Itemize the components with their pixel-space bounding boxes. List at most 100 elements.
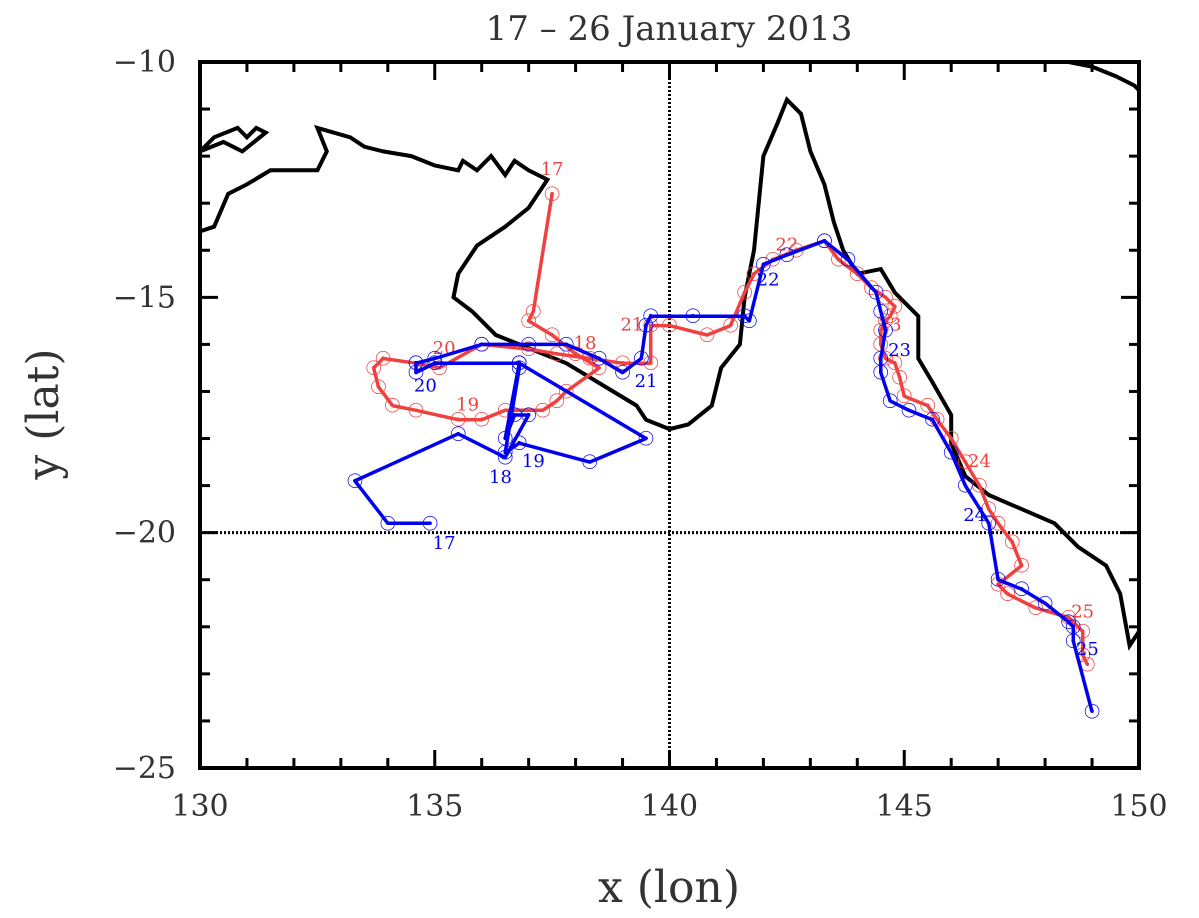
day-label-blue: 18 [489,467,512,488]
day-label-blue: 22 [757,270,780,291]
series-marker-blue: ☉ [1083,700,1101,724]
x-axis-label: x (lon) [598,862,740,913]
series-marker-red: ☉ [895,384,913,408]
series-marker-blue: ☉ [510,351,528,375]
series-marker-blue: ☉ [942,441,960,465]
series-marker-red: ☉ [1003,530,1021,554]
series-marker-blue: ☉ [923,408,941,432]
series-marker-blue: ☉ [1036,591,1054,615]
series-marker-blue: ☉ [506,403,524,427]
series-marker-blue: ☉ [557,332,575,356]
series-marker-blue: ☉ [614,361,632,385]
day-label-red: 25 [1071,601,1094,622]
y-tick-label: −20 [113,516,176,551]
series-marker-red: ☉ [534,398,552,422]
series-marker-red: ☉ [999,582,1017,606]
series-marker-blue: ☉ [872,361,890,385]
series-marker-blue: ☉ [510,356,528,380]
day-label-red: 17 [541,159,564,180]
series-marker-blue: ☉ [839,248,857,272]
series-marker-red: ☉ [1013,554,1031,578]
series-marker-blue: ☉ [872,299,890,323]
y-tick-label: −15 [113,280,176,315]
day-label-blue: 19 [522,451,545,472]
series-marker-red: ☉ [369,375,387,399]
series-marker-red: ☉ [956,450,974,474]
series-marker-blue: ☉ [740,309,758,333]
chart-title: 17 – 26 January 2013 [486,9,853,49]
series-marker-red: ☉ [1074,620,1092,644]
series-marker-blue: ☉ [379,511,397,535]
series-marker-blue: ☉ [496,445,514,469]
series-marker-red: ☉ [698,323,716,347]
series-marker-red: ☉ [365,356,383,380]
series-marker-blue: ☉ [877,318,895,342]
coastline-segment-0 [198,125,270,154]
plot-area: ☉☉☉☉☉☉☉☉☉☉☉☉☉☉☉☉☉ ☉ ☉☉ ☉ ☉ ☉ ☉ ☉☉ ☉ ☉ ☉☉☉☉ ☉ ☉☉☉☉☉☉☉… [113,45,1168,824]
series-marker-red: ☉ [919,394,937,418]
series-marker-blue: ☉ [496,441,514,465]
series-marker-blue: ☉ [881,389,899,413]
series-marker-red: ☉ [989,572,1007,596]
series-marker-red: ☉ [520,309,538,333]
series-marker-blue: ☉ [872,347,890,371]
series-marker-blue: ☉ [867,281,885,305]
series-marker-red: ☉ [524,299,542,323]
series-marker-blue: ☉ [778,243,796,267]
series-marker-blue: ☉ [754,252,772,276]
series-marker-red: ☉ [642,351,660,375]
series-marker-blue: ☉ [736,304,754,328]
series-marker-blue: ☉ [989,568,1007,592]
series-marker-blue: ☉ [346,469,364,493]
series-line-blue [353,239,1094,712]
y-tick-label: −10 [113,45,176,80]
day-label-red: 22 [775,234,798,255]
series-marker-red: ☉ [891,365,909,389]
series-marker-red: ☉ [877,285,895,309]
x-tick-label: 135 [406,789,463,824]
series-marker-red: ☉ [928,408,946,432]
series-marker-blue: ☉ [590,347,608,371]
series-marker-blue: ☉ [1064,629,1082,653]
x-tick-label: 150 [1110,789,1167,824]
series-marker-blue: ☉ [581,450,599,474]
day-label-blue: 23 [888,340,911,361]
day-label-blue: 21 [635,371,658,392]
series-marker-blue: ☉ [407,361,425,385]
series-marker-red: ☉ [384,394,402,418]
series-marker-red: ☉ [970,474,988,498]
series-marker-blue: ☉ [956,474,974,498]
day-label-red: 24 [968,451,991,472]
series-marker-blue: ☉ [426,351,444,375]
series-marker-red: ☉ [989,511,1007,535]
series-marker-red: ☉ [661,314,679,338]
series-marker-red: ☉ [449,408,467,432]
series-marker-red: ☉ [407,398,425,422]
series-marker-red: ☉ [548,342,566,366]
series-marker-red: ☉ [736,281,754,305]
series-marker-red: ☉ [543,182,561,206]
series-marker-red: ☉ [473,408,491,432]
day-label-blue: 24 [963,505,986,526]
series-marker-blue: ☉ [815,229,833,253]
series-marker-red: ☉ [886,295,904,319]
series-marker-red: ☉ [543,323,561,347]
series-marker-blue: ☉ [510,431,528,455]
series-marker-red: ☉ [374,347,392,371]
series-marker-blue: ☉ [1064,615,1082,639]
series-marker-blue: ☉ [510,351,528,375]
series-marker-blue: ☉ [900,398,918,422]
series-marker-blue: ☉ [637,314,655,338]
x-tick-label: 140 [641,789,698,824]
series-marker-blue: ☉ [426,347,444,371]
series-marker-blue: ☉ [632,347,650,371]
y-axis-label: y (lat) [18,348,69,480]
series-marker-blue: ☉ [684,304,702,328]
day-label-red: 19 [456,394,479,415]
series-marker-red: ☉ [1060,605,1078,629]
series-marker-blue: ☉ [520,332,538,356]
day-label-red: 21 [620,314,643,335]
series-marker-blue: ☉ [520,403,538,427]
series-marker-red: ☉ [886,351,904,375]
